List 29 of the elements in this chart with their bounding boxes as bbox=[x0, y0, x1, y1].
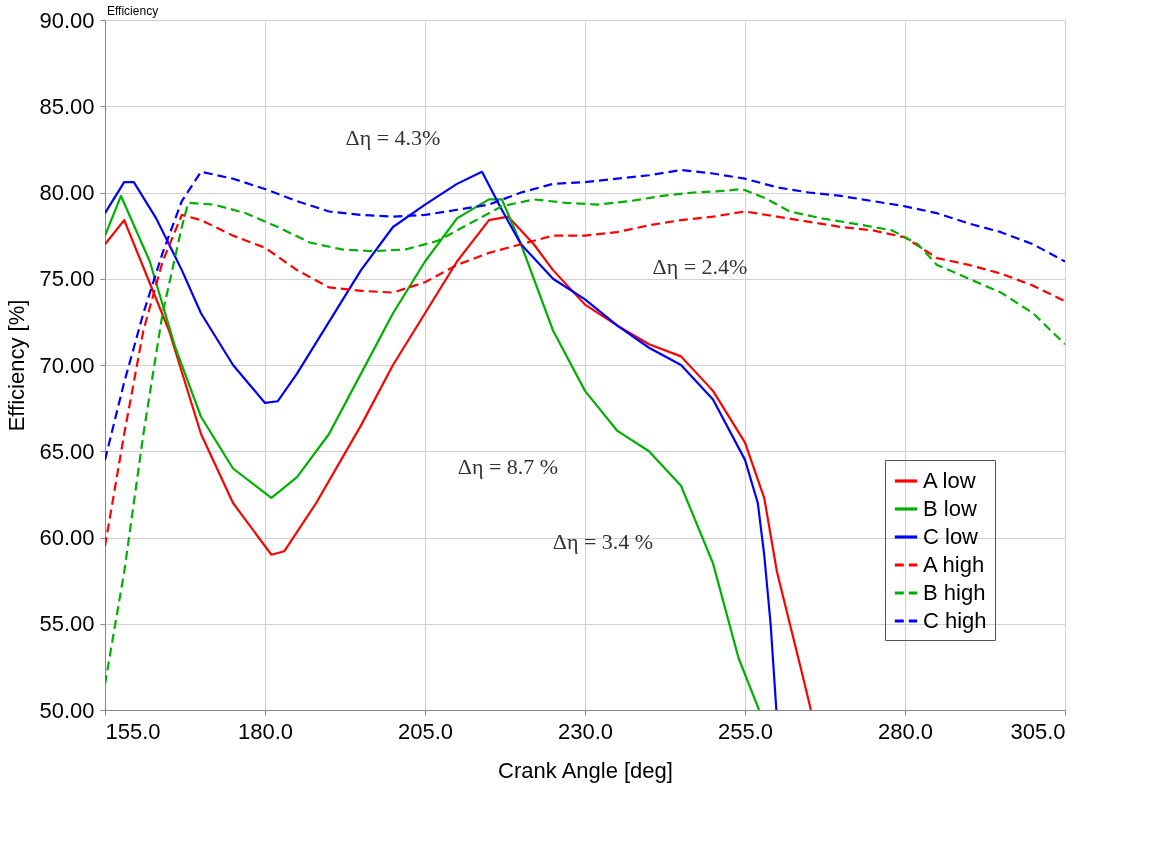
annotation: Δη = 8.7 % bbox=[457, 454, 559, 479]
y-tick-label: 65.00 bbox=[39, 438, 95, 464]
legend-label: C low bbox=[923, 524, 979, 549]
x-tick-label: 180.0 bbox=[237, 718, 294, 744]
x-tick-label: 205.0 bbox=[397, 718, 454, 744]
y-tick-label: 75.00 bbox=[39, 266, 95, 292]
x-tick-label: 280.0 bbox=[877, 718, 934, 744]
y-tick-label: 85.00 bbox=[39, 93, 95, 119]
legend-label: C high bbox=[923, 608, 987, 633]
legend-label: A low bbox=[923, 468, 976, 493]
annotation: Δη = 3.4 % bbox=[552, 529, 654, 554]
x-tick-label: 155.0 bbox=[105, 718, 161, 744]
x-tick-label: 305.0 bbox=[1010, 718, 1066, 744]
legend-label: B low bbox=[923, 496, 977, 521]
x-tick-label: 230.0 bbox=[557, 718, 614, 744]
x-axis-title: Crank Angle [deg] bbox=[498, 757, 673, 783]
y-tick-label: 70.00 bbox=[39, 352, 95, 378]
y-tick-label: 90.00 bbox=[39, 7, 95, 33]
y-tick-label: 60.00 bbox=[39, 525, 95, 550]
legend-label: B high bbox=[923, 580, 986, 605]
y-axis-title: Efficiency [%] bbox=[4, 299, 30, 432]
text: Efficiency bbox=[107, 4, 159, 18]
y-tick-label: 80.00 bbox=[39, 180, 95, 205]
y-tick-label: 50.00 bbox=[39, 697, 95, 723]
x-tick-label: 255.0 bbox=[717, 718, 774, 744]
annotation: Δη = 4.3% bbox=[345, 125, 441, 150]
annotation: Δη = 2.4% bbox=[652, 254, 748, 279]
legend-label: A high bbox=[923, 552, 985, 577]
y-tick-label: 55.00 bbox=[39, 611, 95, 637]
